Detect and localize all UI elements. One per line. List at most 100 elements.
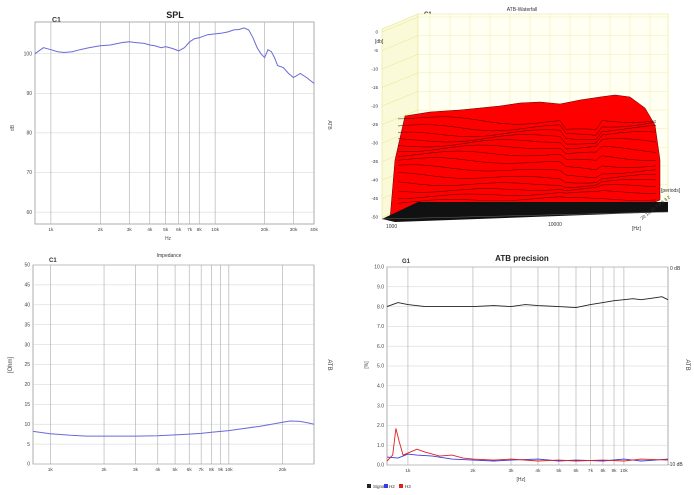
y-tick-label: 60 [26,210,32,216]
ridge-line [397,164,657,178]
x-tick-label: 1k [48,467,54,473]
y-tick-label: 2.0 [377,423,384,429]
z-tick-label: -40 [371,178,378,183]
y-tick-label: 6.0 [377,344,384,350]
ridge-line [397,196,657,204]
ridge-line [398,190,657,199]
y-tick-label: 45 [24,283,30,289]
precision-right-top: 0 dB [670,266,681,272]
ridge-line [397,157,657,170]
ridge-line [397,122,657,136]
x-tick-label: 4k [147,227,153,233]
x-tick-label: 5k [556,468,562,474]
x-tick-label: 2k [470,468,476,474]
waterfall-ridge-lines [397,116,657,204]
z-tick-label: -50 [371,215,378,220]
z-tick-label: -15 [371,85,378,90]
x-tick-label: 8k [209,467,215,473]
series-h3-line [386,428,669,462]
impedance-left-label: [Ohm] [8,357,14,374]
impedance-title: Impedance [157,253,182,259]
atb-waterfall-chart: C1 ATB-Waterfall 0-5-10-15-20-25-30-35-4… [371,7,680,232]
precision-tag: G1 [402,259,411,265]
x-tick-label: 6k [573,468,579,474]
ridge-line [397,179,657,189]
y-tick-label: 40 [24,303,30,309]
y-tick-label: 10.0 [374,265,384,271]
x-tick-label: 6k [176,227,182,233]
precision-right-bottom: -10 dB [668,462,683,468]
x-tick-label: 20k [279,467,287,473]
legend-swatch-signal [367,484,371,488]
y-tick-label: 5.0 [377,364,384,370]
legend-h3: H3 [405,484,411,489]
spl-x-label: Hz [165,236,172,242]
waterfall-x-axis [381,211,669,220]
x-tick-label: 8k [197,227,203,233]
x-tick-label: 30k [290,227,298,233]
y-tick-label: 7.0 [377,324,384,330]
x-tick-label: 10k [620,468,628,474]
impedance-curve [32,420,315,437]
y-tick-label: 20 [24,382,30,388]
y-tick-label: 4.0 [377,384,384,390]
x-tick-label: 1k [405,468,411,474]
wall-grid-line [381,54,419,70]
x-tick-label: 9k [218,467,224,473]
x-tick-label: 7k [588,468,594,474]
x-tick-label: 5k [163,227,169,233]
y-tick-label: 90 [26,91,32,97]
spl-left-label: dB [10,124,16,131]
spl-chart: C1 SPL dB ATB Hz 60 70 80 90 100 1k 2k 3k 4k 5k 6k… [10,10,332,242]
legend-h2: H2 [389,484,395,489]
ridge-line [397,144,657,154]
waterfall-x-tick-1000: 1000 [386,224,397,230]
x-tick-label: 10k [211,227,219,233]
spl-tag: C1 [52,17,61,24]
wall-grid-line [381,35,419,51]
y-tick-label: 0 [27,462,30,468]
impedance-tick-labels: 0 5 10 15 20 25 30 35 40 45 50 1k 2k 3k 4k 5k 6k 7k 8k 9k 10… [24,263,287,473]
wall-grid-line [381,109,419,125]
y-tick-label: 80 [26,131,32,137]
legend-signal: Signal [373,484,386,489]
ridge-line [397,184,657,193]
wall-grid-line [381,91,419,107]
waterfall-unit-label: [db] [375,39,384,45]
x-tick-label: 9k [611,468,617,474]
spl-title: SPL [166,10,184,20]
z-tick-label: -30 [371,141,378,146]
x-tick-label: 2k [102,467,108,473]
precision-title: ATB precision [495,254,549,263]
z-tick-label: 0 [375,30,378,35]
x-tick-label: 8k [600,468,606,474]
ridge-line [397,138,657,150]
x-tick-label: 4k [155,467,161,473]
spl-tick-labels: 60 70 80 90 100 1k 2k 3k 4k 5k 6k 7k 8k 10k 20k 30k 40k [24,51,319,233]
precision-tick-labels: 0.0 1.0 2.0 3.0 4.0 5.0 6.0 7.0 8.0 9.0 10.0 1k 2k 3k… [374,265,628,474]
y-tick-label: 100 [24,51,33,57]
y-tick-label: 25 [24,362,30,368]
spl-grid [35,22,315,224]
waterfall-z-axis-labels: 0 -5 -10 -15 -20 -25 -30 -35 -40 -45 -50 [371,30,378,220]
y-tick-label: 30 [24,342,30,348]
y-tick-label: 10 [24,422,30,428]
y-tick-label: 0.0 [377,463,384,469]
spl-curve [34,27,315,84]
z-tick-label: -10 [371,67,378,72]
z-tick-label: -5 [374,48,379,53]
wall-grid-line [381,16,419,33]
y-tick-label: 50 [24,263,30,269]
ridge-line [397,172,657,184]
series-signal-line [386,296,669,309]
ridge-line [397,150,656,161]
z-tick-label: -20 [371,104,378,109]
waterfall-floor [382,202,668,222]
x-tick-label: 20k [261,227,269,233]
x-tick-label: 3k [127,227,133,233]
impedance-right-label: ATB [326,359,332,370]
x-tick-label: 6k [187,467,193,473]
x-tick-label: 1k [48,227,54,233]
x-tick-label: 10k [225,467,233,473]
